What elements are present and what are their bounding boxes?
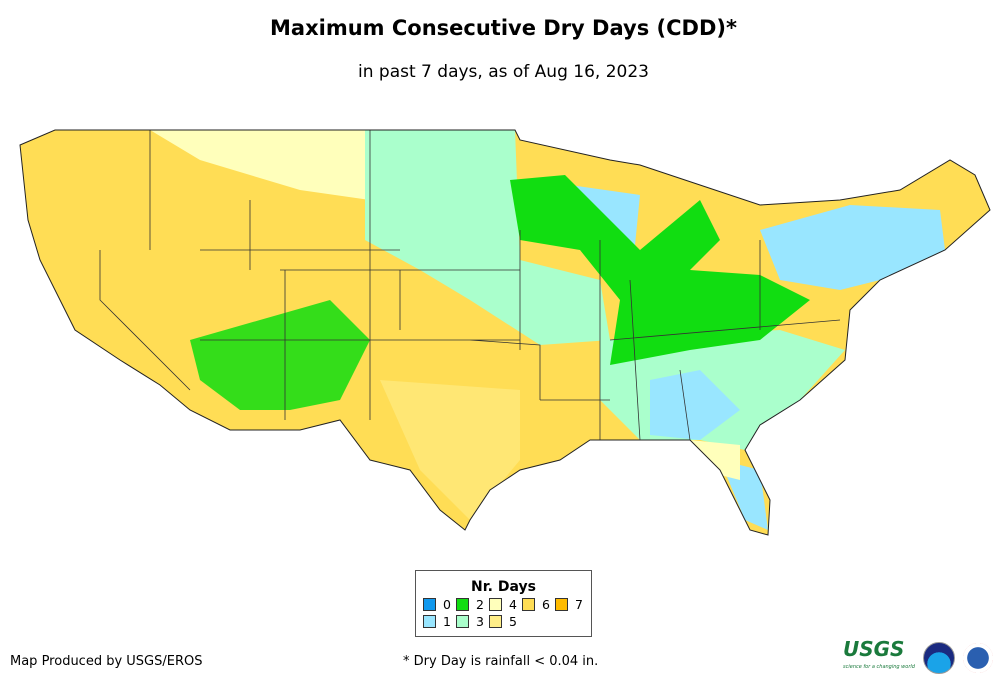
map-title: Maximum Consecutive Dry Days (CDD)* bbox=[270, 16, 737, 40]
legend-swatch bbox=[456, 598, 469, 611]
region-4-days-florida bbox=[690, 440, 740, 480]
legend-swatch bbox=[522, 598, 535, 611]
region-2-days-southwest bbox=[190, 300, 370, 410]
legend: Nr. Days 0 2 4 6 7 1 3 5 bbox=[415, 570, 592, 637]
legend-row: 0 2 4 6 7 bbox=[423, 597, 591, 612]
legend-item-1: 1 bbox=[423, 614, 456, 629]
legend-swatch bbox=[489, 615, 502, 628]
legend-item-5: 5 bbox=[489, 614, 522, 629]
region-1-days-georgia bbox=[650, 370, 740, 440]
noaa-logo bbox=[922, 642, 955, 674]
region-2-days-midwest bbox=[510, 175, 810, 365]
usgs-tagline: science for a changing world bbox=[843, 664, 915, 670]
legend-label: 1 bbox=[443, 614, 451, 629]
legend-swatch bbox=[555, 598, 568, 611]
region-5-days-texas bbox=[380, 380, 520, 520]
us-dry-days-map bbox=[19, 129, 991, 536]
legend-label: 6 bbox=[542, 597, 550, 612]
region-1-days-northeast bbox=[760, 205, 945, 290]
state-borders bbox=[99, 130, 841, 441]
legend-label: 0 bbox=[443, 597, 451, 612]
legend-item-0: 0 bbox=[423, 597, 456, 612]
region-4-days-montana bbox=[150, 130, 370, 200]
legend-swatch bbox=[423, 615, 436, 628]
us-outline bbox=[19, 129, 991, 536]
legend-label: 5 bbox=[509, 614, 517, 629]
legend-label: 2 bbox=[476, 597, 484, 612]
legend-item-6: 6 bbox=[522, 597, 555, 612]
legend-label: 7 bbox=[575, 597, 583, 612]
credit-text: Map Produced by USGS/EROS bbox=[10, 654, 203, 669]
legend-item-4: 4 bbox=[489, 597, 522, 612]
legend-label: 3 bbox=[476, 614, 484, 629]
nws-logo bbox=[962, 643, 993, 673]
legend-row: 1 3 5 bbox=[423, 614, 591, 629]
legend-item-2: 2 bbox=[456, 597, 489, 612]
legend-swatch bbox=[423, 598, 436, 611]
usgs-logo-text: USGS bbox=[843, 637, 905, 661]
legend-item-3: 3 bbox=[456, 614, 489, 629]
agency-logos: USGS science for a changing world bbox=[843, 637, 993, 676]
legend-title: Nr. Days bbox=[471, 579, 536, 595]
map-subtitle: in past 7 days, as of Aug 16, 2023 bbox=[358, 62, 649, 82]
region-3-days-plains bbox=[365, 130, 610, 345]
footnote-text: * Dry Day is rainfall < 0.04 in. bbox=[403, 654, 599, 669]
legend-label: 4 bbox=[509, 597, 517, 612]
legend-swatch bbox=[489, 598, 502, 611]
legend-swatch bbox=[456, 615, 469, 628]
legend-item-7: 7 bbox=[555, 597, 588, 612]
usgs-logo: USGS science for a changing world bbox=[843, 637, 915, 676]
